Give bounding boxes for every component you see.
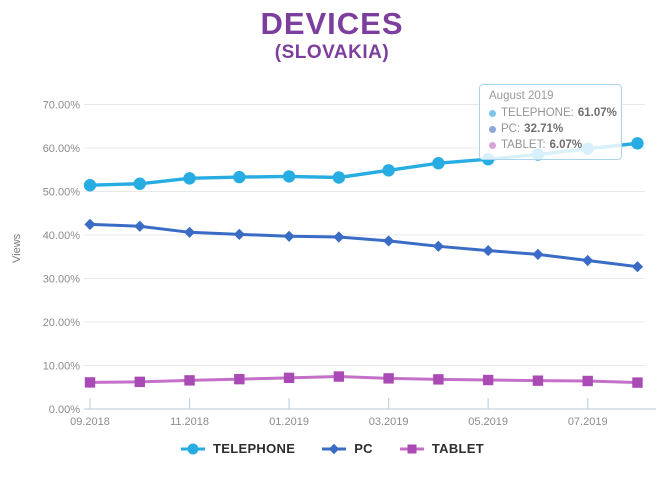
point-telephone-02.2019[interactable] [332, 171, 346, 184]
telephone-legend-marker-icon [181, 443, 206, 454]
point-pc-09.2018[interactable] [84, 218, 96, 230]
tooltip-row-tablet: TABLET: 6.07% [489, 137, 612, 153]
legend-label: TABLET [431, 441, 484, 456]
x-tick-label: 07.2019 [568, 416, 608, 428]
x-tick-label: 11.2018 [170, 416, 209, 428]
x-tick-label: 01.2019 [269, 416, 309, 428]
point-pc-06.2019[interactable] [532, 248, 544, 261]
legend: TELEPHONE PC TABLET [0, 441, 664, 456]
point-tablet-05.2019[interactable] [482, 374, 494, 386]
point-tablet-03.2019[interactable] [383, 373, 394, 384]
y-tick-label: 60.00% [43, 143, 81, 155]
point-pc-04.2019[interactable] [432, 240, 444, 252]
tooltip-row-pc: PC: 32.71% [489, 121, 612, 137]
legend-label: PC [354, 441, 373, 456]
point-pc-07.2019[interactable] [582, 254, 594, 267]
series-line-tablet [88, 375, 639, 385]
point-telephone-08.2019[interactable] [631, 137, 644, 150]
x-tick-label: 03.2019 [369, 416, 409, 428]
point-telephone-04.2019[interactable] [432, 157, 445, 170]
pc-dot-icon [489, 125, 496, 133]
x-tick-label: 05.2019 [468, 416, 508, 428]
point-tablet-02.2019[interactable] [333, 371, 345, 382]
tooltip-label: TELEPHONE: [501, 107, 574, 119]
point-tablet-06.2019[interactable] [532, 375, 544, 386]
tablet-dot-icon [489, 141, 496, 149]
tooltip-label: PC: [501, 123, 521, 135]
y-tick-label: 0.00% [49, 404, 80, 416]
y-tick-label: 40.00% [43, 230, 81, 242]
point-telephone-11.2018[interactable] [183, 172, 196, 185]
legend-item-telephone[interactable]: TELEPHONE [180, 441, 295, 456]
tablet-legend-marker-icon [399, 444, 424, 453]
tooltip-title: August 2019 [489, 90, 554, 102]
series-line-pc [88, 222, 639, 269]
telephone-dot-icon [489, 109, 496, 117]
page-subtitle: (SLOVAKIA) [274, 42, 390, 63]
legend-item-pc[interactable]: PC [321, 441, 373, 456]
point-tablet-09.2018[interactable] [84, 377, 96, 388]
point-pc-08.2019[interactable] [631, 261, 644, 273]
point-tablet-07.2019[interactable] [582, 375, 593, 387]
point-tablet-01.2019[interactable] [283, 372, 295, 384]
point-pc-12.2018[interactable] [233, 228, 245, 240]
tooltip-value: 61.07% [577, 107, 617, 119]
point-telephone-03.2019[interactable] [382, 164, 395, 177]
y-axis-title: Views [11, 233, 23, 263]
point-tablet-08.2019[interactable] [632, 377, 643, 388]
y-tick-label: 20.00% [43, 317, 81, 329]
y-tick-label: 70.00% [43, 100, 81, 112]
y-tick-label: 10.00% [43, 361, 81, 373]
chart-tooltip: August 2019 TELEPHONE: 61.07% PC: 32.71%… [479, 84, 622, 160]
point-tablet-04.2019[interactable] [433, 374, 444, 385]
tooltip-value: 32.71% [524, 123, 564, 135]
legend-item-tablet[interactable]: TABLET [399, 441, 484, 456]
tooltip-value: 6.07% [549, 139, 583, 151]
x-tick-label: 09.2018 [70, 416, 110, 428]
tooltip-label: TABLET: [501, 139, 546, 151]
point-telephone-12.2018[interactable] [233, 170, 246, 184]
y-tick-label: 30.00% [43, 274, 81, 286]
point-telephone-10.2018[interactable] [133, 177, 146, 190]
point-telephone-01.2019[interactable] [282, 170, 296, 183]
point-tablet-12.2018[interactable] [234, 373, 245, 385]
point-telephone-09.2018[interactable] [83, 179, 97, 192]
pc-legend-marker-icon [322, 443, 347, 454]
point-tablet-11.2018[interactable] [184, 375, 195, 386]
point-pc-03.2019[interactable] [383, 235, 395, 247]
point-pc-01.2019[interactable] [283, 230, 295, 242]
point-tablet-10.2018[interactable] [134, 376, 145, 388]
legend-label: TELEPHONE [213, 441, 296, 456]
point-pc-05.2019[interactable] [482, 244, 494, 257]
page-title: DEVICES [260, 6, 404, 41]
y-tick-label: 50.00% [43, 187, 81, 199]
tooltip-row-telephone: TELEPHONE: 61.07% [489, 105, 617, 121]
point-pc-10.2018[interactable] [134, 220, 146, 232]
point-pc-02.2019[interactable] [333, 231, 345, 243]
point-pc-11.2018[interactable] [183, 226, 196, 238]
